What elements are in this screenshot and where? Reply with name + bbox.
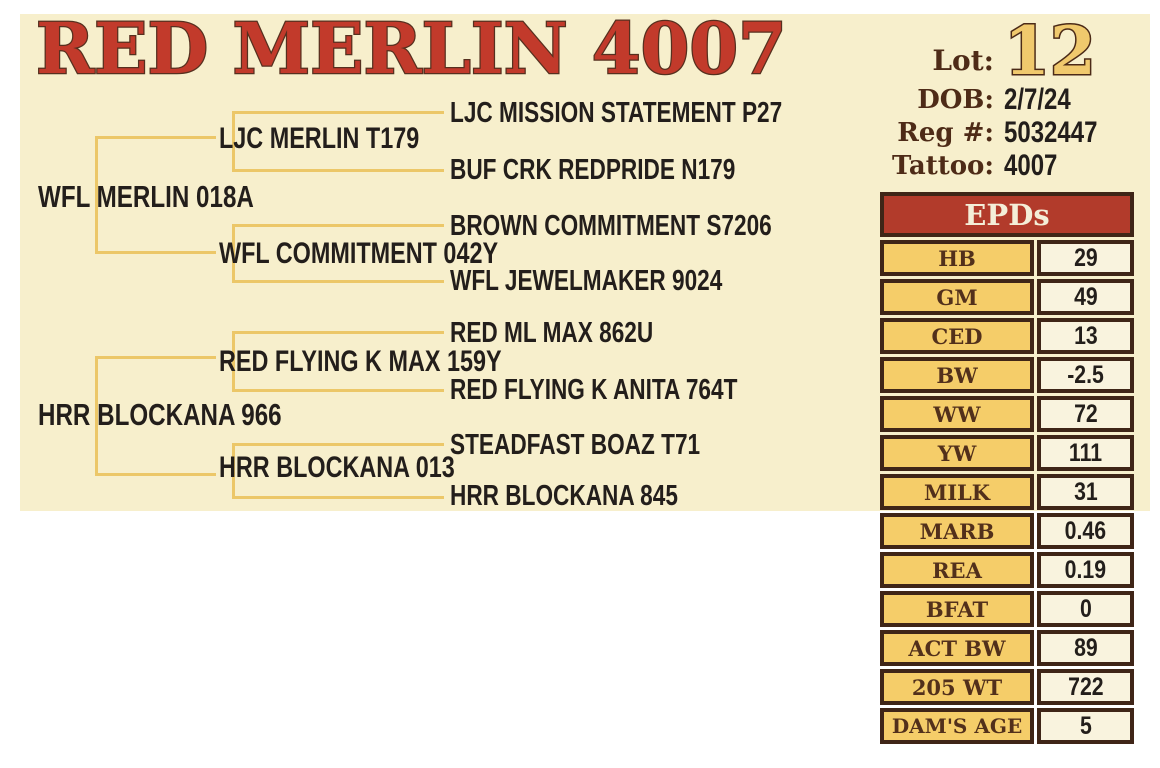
epd-label-cell: BW bbox=[880, 357, 1034, 393]
epd-label-cell: BFAT bbox=[880, 591, 1034, 627]
pedigree-connector-line bbox=[232, 443, 444, 446]
epd-label-cell: DAM'S AGE bbox=[880, 708, 1034, 744]
epd-label-cell: REA bbox=[880, 552, 1034, 588]
lot-label: Lot: bbox=[932, 43, 994, 77]
epd-value-cell: 13 bbox=[1037, 318, 1134, 354]
pedigree-connector-line bbox=[232, 224, 444, 227]
pedigree-connector-line bbox=[232, 331, 444, 334]
epd-row-bfat: BFAT 0 bbox=[880, 591, 1134, 627]
epd-label-cell: 205 WT bbox=[880, 669, 1034, 705]
epd-label-cell: ACT BW bbox=[880, 630, 1034, 666]
pedigree-sire-sire-dam: BUF CRK REDPRIDE N179 bbox=[450, 154, 736, 186]
epd-row-rea: REA 0.19 bbox=[880, 552, 1134, 588]
reg-number-label: Reg #: bbox=[897, 117, 994, 148]
pedigree-connector-line bbox=[95, 356, 216, 359]
epd-value-cell: -2.5 bbox=[1037, 357, 1134, 393]
epd-row-205-wt: 205 WT 722 bbox=[880, 669, 1134, 705]
epd-label-cell: MILK bbox=[880, 474, 1034, 510]
pedigree-dam-sire: RED FLYING K MAX 159Y bbox=[219, 345, 502, 378]
pedigree-connector-line bbox=[95, 251, 216, 254]
epd-row-ced: CED 13 bbox=[880, 318, 1134, 354]
pedigree-connector-line bbox=[232, 111, 235, 172]
epd-value-cell: 111 bbox=[1037, 435, 1134, 471]
pedigree-connector-line bbox=[232, 224, 235, 283]
pedigree-connector-line bbox=[95, 356, 98, 476]
lot-number: 12 bbox=[1003, 12, 1098, 90]
pedigree-connector-line bbox=[232, 280, 444, 283]
epd-label-cell: YW bbox=[880, 435, 1034, 471]
reg-number-value: 5032447 bbox=[1004, 116, 1098, 149]
animal-name-title: RED MERLIN 4007 bbox=[35, 7, 788, 90]
epd-value-cell: 5 bbox=[1037, 708, 1134, 744]
pedigree-connector-line bbox=[95, 136, 216, 139]
epd-label-cell: GM bbox=[880, 279, 1034, 315]
pedigree-sire-dam-dam: WFL JEWELMAKER 9024 bbox=[450, 265, 723, 297]
epd-label-cell: CED bbox=[880, 318, 1034, 354]
epd-row-bw: BW -2.5 bbox=[880, 357, 1134, 393]
dob-label: DOB: bbox=[917, 84, 994, 115]
pedigree-dam-dam-dam: HRR BLOCKANA 845 bbox=[450, 480, 678, 512]
pedigree-connector-line bbox=[232, 496, 444, 499]
pedigree-sire-dam: WFL COMMITMENT 042Y bbox=[219, 237, 499, 270]
pedigree-sire: WFL MERLIN 018A bbox=[38, 179, 254, 214]
epd-row-milk: MILK 31 bbox=[880, 474, 1134, 510]
epd-table: EPDs HB 29 GM 49 CED 13 BW -2.5 WW 72 YW… bbox=[880, 192, 1134, 747]
pedigree-dam-dam-sire: STEADFAST BOAZ T71 bbox=[450, 429, 701, 461]
tattoo-label: Tattoo: bbox=[891, 150, 994, 181]
epd-table-header: EPDs bbox=[880, 192, 1134, 237]
epd-value-cell: 0 bbox=[1037, 591, 1134, 627]
dob-value: 2/7/24 bbox=[1004, 83, 1071, 116]
pedigree-connector-line bbox=[232, 443, 235, 499]
epd-value-cell: 72 bbox=[1037, 396, 1134, 432]
pedigree-dam: HRR BLOCKANA 966 bbox=[38, 397, 282, 432]
epd-row-act-bw: ACT BW 89 bbox=[880, 630, 1134, 666]
epd-value-cell: 0.19 bbox=[1037, 552, 1134, 588]
pedigree-connector-line bbox=[232, 331, 235, 392]
pedigree-connector-line bbox=[232, 169, 444, 172]
epd-value-cell: 49 bbox=[1037, 279, 1134, 315]
pedigree-dam-sire-dam: RED FLYING K ANITA 764T bbox=[450, 374, 738, 406]
epd-value-cell: 31 bbox=[1037, 474, 1134, 510]
tattoo-value: 4007 bbox=[1004, 149, 1058, 182]
pedigree-sire-sire-sire: LJC MISSION STATEMENT P27 bbox=[450, 97, 783, 129]
pedigree-connector-line bbox=[232, 111, 444, 114]
epd-row-gm: GM 49 bbox=[880, 279, 1134, 315]
epd-row-marb: MARB 0.46 bbox=[880, 513, 1134, 549]
pedigree-sire-dam-sire: BROWN COMMITMENT S7206 bbox=[450, 210, 772, 242]
epd-label-cell: HB bbox=[880, 240, 1034, 276]
epd-value-cell: 29 bbox=[1037, 240, 1134, 276]
pedigree-connector-line bbox=[232, 389, 444, 392]
pedigree-sire-sire: LJC MERLIN T179 bbox=[219, 122, 420, 155]
pedigree-connector-line bbox=[95, 473, 216, 476]
lot-row: Lot: 12 bbox=[872, 12, 1150, 90]
epd-row-dams-age: DAM'S AGE 5 bbox=[880, 708, 1134, 744]
pedigree-connector-line bbox=[95, 136, 98, 254]
pedigree-dam-sire-sire: RED ML MAX 862U bbox=[450, 317, 654, 349]
epd-value-cell: 89 bbox=[1037, 630, 1134, 666]
dob-row: DOB: 2/7/24 bbox=[872, 84, 1150, 116]
epd-value-cell: 0.46 bbox=[1037, 513, 1134, 549]
epd-value-cell: 722 bbox=[1037, 669, 1134, 705]
reg-number-row: Reg #: 5032447 bbox=[872, 117, 1150, 149]
tattoo-row: Tattoo: 4007 bbox=[872, 150, 1150, 182]
epd-row-ww: WW 72 bbox=[880, 396, 1134, 432]
epd-row-hb: HB 29 bbox=[880, 240, 1134, 276]
epd-row-yw: YW 111 bbox=[880, 435, 1134, 471]
epd-label-cell: WW bbox=[880, 396, 1034, 432]
epd-label-cell: MARB bbox=[880, 513, 1034, 549]
pedigree-dam-dam: HRR BLOCKANA 013 bbox=[219, 451, 455, 484]
